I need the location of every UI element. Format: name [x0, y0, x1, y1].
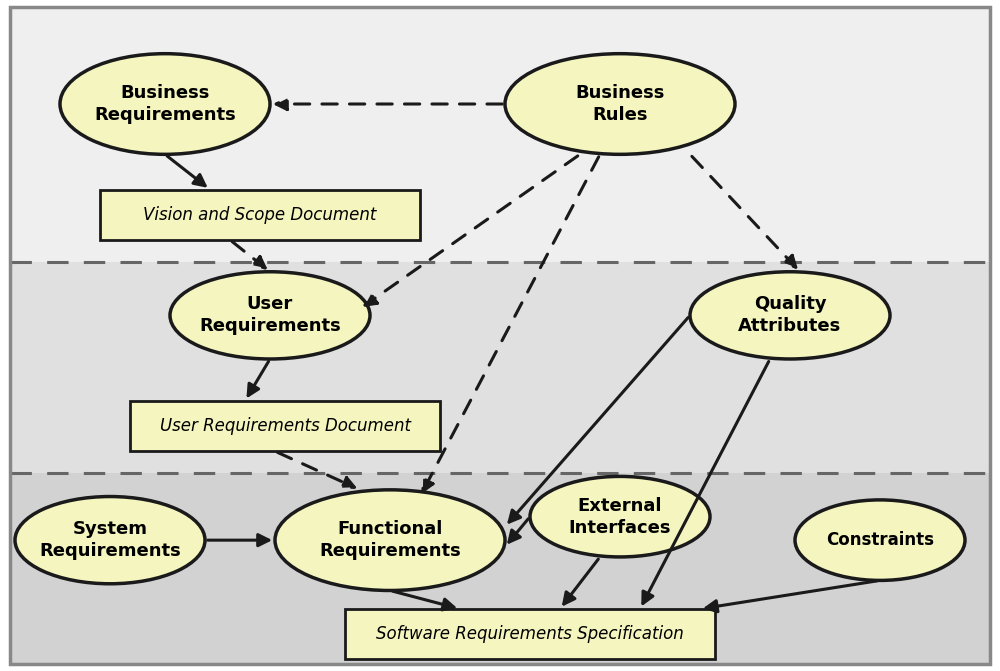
Ellipse shape: [505, 54, 735, 154]
Text: Vision and Scope Document: Vision and Scope Document: [143, 206, 377, 223]
Text: User Requirements Document: User Requirements Document: [160, 417, 411, 435]
Ellipse shape: [530, 476, 710, 557]
Text: Software Requirements Specification: Software Requirements Specification: [376, 625, 684, 643]
Text: System
Requirements: System Requirements: [39, 520, 181, 560]
Text: Quality
Attributes: Quality Attributes: [738, 295, 842, 336]
Bar: [130, 401, 440, 451]
Ellipse shape: [15, 497, 205, 584]
Polygon shape: [10, 7, 990, 262]
Ellipse shape: [795, 500, 965, 580]
Ellipse shape: [275, 490, 505, 590]
Text: Functional
Requirements: Functional Requirements: [319, 520, 461, 560]
Polygon shape: [10, 473, 990, 664]
Text: External
Interfaces: External Interfaces: [569, 497, 671, 537]
Ellipse shape: [690, 272, 890, 359]
Text: Constraints: Constraints: [826, 531, 934, 549]
Bar: [100, 189, 420, 240]
Polygon shape: [10, 262, 990, 473]
Text: Business
Rules: Business Rules: [575, 84, 665, 124]
Ellipse shape: [60, 54, 270, 154]
Text: Business
Requirements: Business Requirements: [94, 84, 236, 124]
Bar: [345, 609, 715, 659]
Text: User
Requirements: User Requirements: [199, 295, 341, 336]
Ellipse shape: [170, 272, 370, 359]
